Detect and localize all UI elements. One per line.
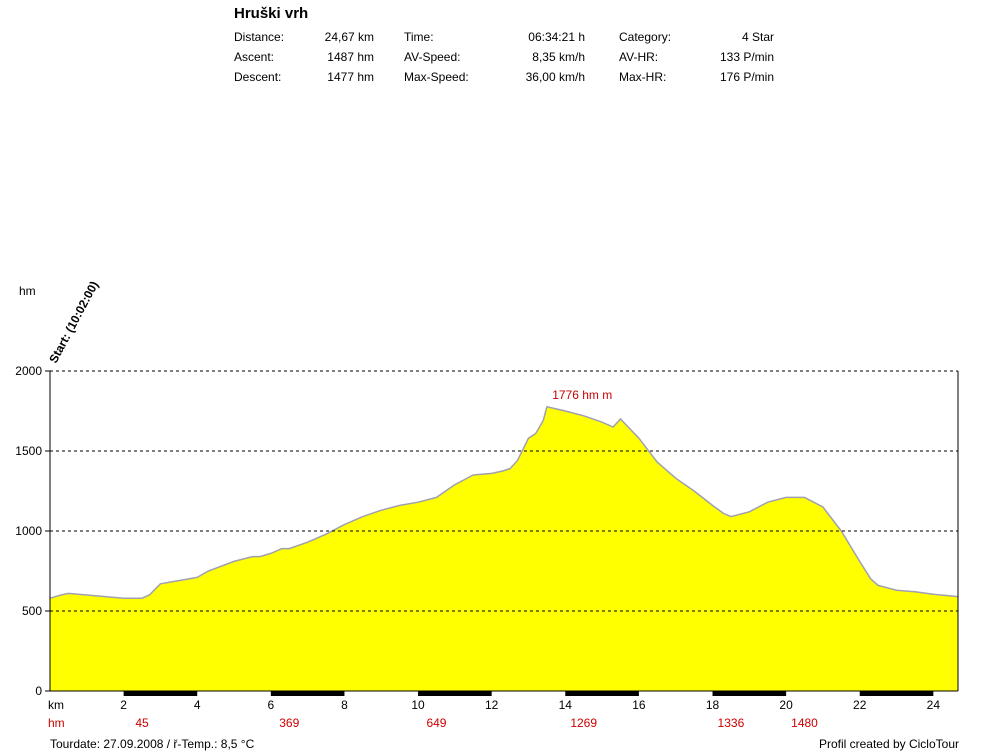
ascent-value: 1487 hm bbox=[327, 50, 374, 64]
ascent-label: Ascent: bbox=[234, 50, 275, 64]
hm-row-label: hm bbox=[48, 716, 65, 730]
av-speed-label: AV-Speed: bbox=[404, 50, 461, 64]
time-label: Time: bbox=[404, 30, 434, 44]
y-tick-label: 2000 bbox=[15, 364, 42, 378]
credits: Profil created by CicloTour bbox=[818, 737, 959, 751]
x-tick-label: 6 bbox=[267, 698, 274, 712]
route-title: Hruški vrh bbox=[234, 5, 309, 22]
km-scale-segment bbox=[712, 691, 787, 696]
max-speed-label: Max-Speed: bbox=[404, 70, 469, 84]
av-hr-label: AV-HR: bbox=[619, 50, 659, 64]
y-tick-label: 0 bbox=[35, 684, 42, 698]
descent-label: Descent: bbox=[234, 70, 282, 84]
hm-row-value: 369 bbox=[279, 716, 299, 730]
elevation-line bbox=[49, 405, 959, 599]
x-tick-label: 2 bbox=[120, 698, 127, 712]
km-scale-segment bbox=[565, 691, 639, 696]
x-tick-label: 16 bbox=[632, 698, 646, 712]
km-scale-segment bbox=[859, 691, 934, 696]
av-speed-value: 8,35 km/h bbox=[532, 50, 585, 64]
y-tick-label: 1500 bbox=[15, 444, 42, 458]
max-speed-value: 36,00 km/h bbox=[525, 70, 585, 84]
x-axis-label: km bbox=[48, 698, 64, 712]
category-label: Category: bbox=[619, 30, 672, 44]
peak-label: 1776 hm m bbox=[552, 388, 612, 402]
km-scale-segment bbox=[418, 691, 492, 696]
y-tick-label: 500 bbox=[22, 604, 42, 618]
x-tick-label: 8 bbox=[341, 698, 348, 712]
max-hr-label: Max-HR: bbox=[619, 70, 667, 84]
hm-row-value: 45 bbox=[135, 716, 149, 730]
category-value: 4 Star bbox=[741, 30, 774, 44]
distance-label: Distance: bbox=[234, 30, 285, 44]
x-tick-label: 20 bbox=[779, 698, 793, 712]
hm-row-value: 1269 bbox=[570, 716, 597, 730]
x-tick-label: 4 bbox=[194, 698, 201, 712]
max-hr-value: 176 P/min bbox=[719, 70, 774, 84]
start-label: Start: (10:02:00) bbox=[46, 279, 101, 366]
x-tick-label: 10 bbox=[411, 698, 425, 712]
time-value: 06:34:21 h bbox=[528, 30, 585, 44]
hm-row-value: 1480 bbox=[791, 716, 818, 730]
hm-row-value: 649 bbox=[426, 716, 446, 730]
km-scale-segment bbox=[270, 691, 345, 696]
descent-value: 1477 hm bbox=[327, 70, 374, 84]
x-tick-label: 12 bbox=[485, 698, 499, 712]
x-tick-label: 14 bbox=[559, 698, 573, 712]
av-hr-value: 133 P/min bbox=[719, 50, 774, 64]
y-axis-label: hm bbox=[19, 284, 36, 298]
hm-row-value: 1336 bbox=[718, 716, 745, 730]
elevation-area bbox=[50, 406, 958, 691]
distance-value: 24,67 km bbox=[324, 30, 374, 44]
x-tick-label: 22 bbox=[853, 698, 867, 712]
x-tick-label: 24 bbox=[927, 698, 941, 712]
y-tick-label: 1000 bbox=[15, 524, 42, 538]
x-tick-label: 18 bbox=[706, 698, 720, 712]
km-scale-segment bbox=[123, 691, 198, 696]
tour-info: Tourdate: 27.09.2008 / ř-Temp.: 8,5 °C bbox=[50, 737, 255, 751]
